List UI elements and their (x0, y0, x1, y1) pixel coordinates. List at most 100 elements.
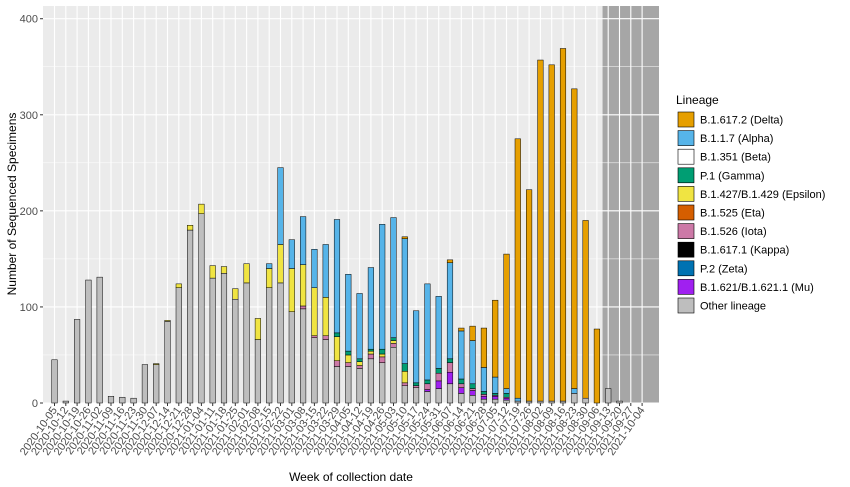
bar-segment (514, 138, 521, 399)
legend-label: B.1.617.1 (Kappa) (700, 245, 789, 257)
bar-segment (616, 400, 623, 404)
x-axis-title: Week of collection date (289, 470, 413, 484)
bar-segment (333, 366, 341, 404)
bar-segment (480, 396, 487, 400)
bar-segment (153, 363, 160, 365)
bar-segment (559, 48, 567, 402)
bar-segment (379, 356, 386, 363)
bar-segment (492, 398, 499, 404)
bar-segment (311, 335, 318, 338)
legend-swatch (677, 260, 695, 277)
bar-segment (356, 358, 363, 362)
bar-segment (424, 391, 431, 404)
bar-segment (62, 400, 69, 404)
bar-segment (379, 224, 386, 350)
bar-segment (480, 327, 487, 368)
bar-segment (367, 358, 374, 404)
bar-segment (503, 399, 510, 404)
bar-segment (243, 282, 250, 404)
bar-segment (435, 380, 442, 389)
legend: Lineage B.1.617.2 (Delta) B.1.1.7 (Alpha)… (676, 93, 825, 314)
legend-label: B.1.617.2 (Delta) (700, 115, 783, 127)
bar-segment (232, 288, 239, 300)
legend-swatch (677, 186, 695, 202)
bar-segment (333, 332, 341, 337)
bar-segment (526, 189, 533, 402)
bar-segment (333, 360, 341, 367)
bar-segment (424, 283, 431, 381)
bar-segment (458, 387, 465, 394)
bar-segment (446, 259, 454, 263)
bar-segment (548, 64, 555, 402)
bar-segment (503, 388, 510, 394)
legend-swatch (677, 111, 695, 128)
bar-segment (537, 59, 544, 402)
bar-segment (413, 382, 420, 386)
bar-segment (367, 267, 374, 350)
bar-segment (390, 340, 397, 344)
bar-segment (605, 388, 612, 404)
bar-segment (492, 393, 499, 396)
bar-segment (469, 390, 476, 396)
bar-segment (390, 343, 397, 348)
bar-segment (413, 387, 420, 404)
bar-segment (266, 268, 273, 288)
bar-segment (277, 167, 284, 245)
bar-segment (288, 239, 295, 269)
legend-swatch (677, 223, 695, 239)
bar-segment (503, 253, 510, 389)
legend-label: B.1.526 (Iota) (700, 226, 767, 238)
legend-label: B.1.621/B.1.621.1 (Mu) (700, 282, 814, 294)
bar-segment (175, 287, 182, 404)
bar-segment (514, 397, 521, 402)
bar-segment (107, 396, 115, 404)
bar-segment (492, 299, 499, 378)
bar-segment (458, 383, 465, 388)
bar-segment (571, 388, 578, 394)
bar-segment (503, 393, 510, 398)
bar-segment (322, 335, 329, 340)
bar-segment (480, 391, 487, 395)
bar-segment (424, 389, 431, 392)
y-tick-label: 100 (20, 302, 38, 314)
bar-segment (469, 340, 476, 385)
bar-segment (401, 385, 408, 404)
bar-segment (424, 379, 431, 385)
bar-segment (582, 397, 589, 404)
legend-swatch (677, 148, 695, 165)
bar-segment (333, 219, 341, 334)
bar-segment (424, 383, 431, 390)
bar-segment (401, 238, 408, 364)
bar-segment (141, 364, 148, 404)
legend-swatch (677, 204, 695, 221)
bar-segment (51, 359, 58, 404)
bar-segment (571, 393, 578, 404)
y-axis-title: Number of Sequenced Specimens (5, 113, 19, 296)
bar-segment (153, 364, 160, 404)
bar-segment (187, 225, 194, 231)
bar-segment (322, 244, 329, 298)
bar-segment (480, 367, 487, 392)
bar-segment (401, 236, 408, 239)
bar-segment (322, 339, 329, 404)
bar-segment (469, 383, 476, 389)
bar-segment (435, 372, 442, 382)
bar-segment (435, 368, 442, 374)
y-axis: 0 100 200 300 400 (20, 14, 43, 410)
bar-segment (300, 308, 307, 404)
bar-segment (220, 266, 228, 274)
bar-segment (198, 203, 205, 214)
bar-segment (74, 319, 81, 404)
bar-segment (345, 354, 352, 363)
bar-segment (401, 371, 408, 384)
bar-segment (367, 348, 374, 352)
bar-segment (209, 277, 216, 404)
bar-segment (413, 385, 420, 388)
x-axis: 2020-10-052020-10-122020-10-192020-10-26… (18, 403, 648, 458)
bar-segment (379, 362, 386, 404)
legend-label: P.2 (Zeta) (700, 263, 748, 275)
bar-segment (322, 297, 329, 337)
bar-segment (593, 328, 600, 404)
bar-segment (571, 88, 578, 389)
bar-segment (356, 361, 363, 366)
